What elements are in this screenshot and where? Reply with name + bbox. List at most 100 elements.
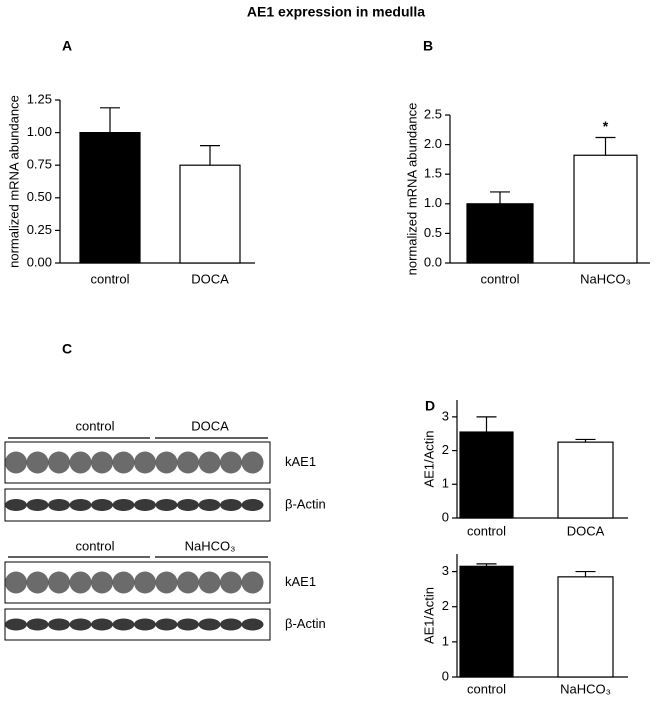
blot-band	[91, 571, 113, 594]
blot-band	[112, 571, 135, 594]
blot-band	[5, 451, 27, 474]
y-tick-label: 0.50	[27, 189, 52, 204]
x-tick-label: control	[467, 523, 506, 538]
blot-band	[26, 499, 49, 511]
bar	[557, 576, 614, 678]
blot-band	[198, 571, 221, 594]
blot-band	[198, 618, 221, 631]
blot-band	[48, 618, 70, 631]
y-tick-label: 0.00	[27, 254, 52, 269]
x-tick-label: control	[90, 271, 129, 286]
bar	[573, 154, 638, 264]
blot-band	[220, 571, 242, 594]
blot-band	[26, 618, 49, 631]
group-label: control	[75, 418, 114, 433]
group-label: DOCA	[191, 418, 229, 433]
x-tick-label: NaHCO₃	[580, 271, 631, 286]
blot-band	[69, 499, 92, 511]
blot-band	[177, 499, 199, 511]
blot-band	[112, 499, 135, 511]
blot-band	[134, 499, 156, 511]
y-tick-label: 0	[442, 509, 449, 524]
bar	[459, 431, 514, 519]
blot-band	[5, 499, 27, 511]
blot-band	[91, 451, 113, 474]
blot-band	[220, 451, 242, 474]
blot-band	[155, 499, 178, 511]
y-axis-label: AE1/Actin	[421, 587, 436, 644]
y-tick-label: 0	[442, 668, 449, 683]
blot-band	[91, 499, 113, 511]
blot-band	[241, 499, 264, 511]
band-label: kAE1	[285, 574, 316, 589]
blot-band	[241, 618, 264, 631]
y-axis-label: normalized mRNA abundance	[404, 103, 419, 276]
y-tick-label: 3	[442, 563, 449, 578]
bar	[466, 203, 534, 264]
x-tick-label: control	[467, 681, 506, 696]
blot-band	[177, 618, 199, 631]
y-axis-label: AE1/Actin	[421, 430, 436, 487]
blot-band	[220, 499, 242, 511]
x-tick-label: DOCA	[191, 271, 229, 286]
blot-band	[198, 451, 221, 474]
blot-band	[155, 618, 178, 631]
band-label: β-Actin	[285, 496, 326, 511]
y-tick-label: 0.5	[424, 225, 442, 240]
band-label: kAE1	[285, 454, 316, 469]
blot-band	[112, 618, 135, 631]
blot-band	[26, 451, 49, 474]
blot-band	[177, 571, 199, 594]
bar	[79, 132, 141, 264]
panel-label: C	[62, 341, 72, 357]
group-label: control	[75, 538, 114, 553]
blot-band	[241, 451, 264, 474]
blot-band	[48, 499, 70, 511]
x-tick-label: NaHCO₃	[560, 681, 611, 696]
blot-band	[69, 618, 92, 631]
figure-title: AE1 expression in medulla	[247, 4, 425, 20]
y-tick-label: 2	[442, 442, 449, 457]
group-label: NaHCO₃	[185, 538, 236, 553]
y-tick-label: 2.5	[424, 106, 442, 121]
y-tick-label: 0.25	[27, 222, 52, 237]
band-label: β-Actin	[285, 616, 326, 631]
blot-band	[5, 571, 27, 594]
x-tick-label: DOCA	[567, 523, 605, 538]
annotation: *	[603, 118, 609, 134]
bar	[459, 565, 514, 678]
y-tick-label: 0.0	[424, 254, 442, 269]
panel-label: A	[62, 38, 72, 54]
blot-band	[69, 451, 92, 474]
blot-band	[198, 499, 221, 511]
y-tick-label: 3	[442, 408, 449, 423]
blot-band	[48, 571, 70, 594]
blot-band	[134, 618, 156, 631]
y-tick-label: 1	[442, 476, 449, 491]
blot-band	[48, 451, 70, 474]
y-tick-label: 1.25	[27, 91, 52, 106]
blot-band	[91, 618, 113, 631]
bar	[179, 164, 241, 264]
blot-band	[69, 571, 92, 594]
blot-band	[220, 618, 242, 631]
panel-label: B	[423, 38, 433, 54]
y-tick-label: 2.0	[424, 136, 442, 151]
panel-label: D	[425, 398, 435, 414]
y-tick-label: 1.0	[424, 195, 442, 210]
blot-band	[134, 451, 156, 474]
blot-band	[155, 451, 178, 474]
blot-band	[5, 618, 27, 631]
y-axis-label: normalized mRNA abundance	[6, 95, 21, 268]
y-tick-label: 2	[442, 598, 449, 613]
y-tick-label: 1.5	[424, 166, 442, 181]
blot-band	[177, 451, 199, 474]
blot-band	[241, 571, 264, 594]
y-tick-label: 1.00	[27, 124, 52, 139]
blot-band	[134, 571, 156, 594]
blot-band	[155, 571, 178, 594]
y-tick-label: 0.75	[27, 157, 52, 172]
x-tick-label: control	[480, 271, 519, 286]
blot-band	[112, 451, 135, 474]
